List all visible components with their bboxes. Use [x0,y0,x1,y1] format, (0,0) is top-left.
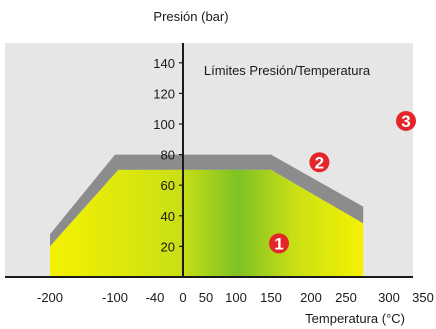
y-tick-label: 80 [161,148,175,163]
y-tick-label: 100 [153,117,175,132]
y-tick-label: 120 [153,86,175,101]
x-tick-label: 50 [199,290,213,305]
x-tick-label: 200 [300,290,322,305]
x-tick-label: 250 [335,290,357,305]
y-axis-label: Presión (bar) [153,9,228,24]
zone-marker-3 [396,110,416,131]
y-tick-label: 20 [161,239,175,254]
x-tick-label: 300 [378,290,400,305]
zone-marker-label: 3 [401,112,410,131]
axes: -200 -100 -40 0 50 100 150 200 250 300 350 20 40 60 80… [5,43,434,305]
zone-marker-2 [309,152,330,173]
zone-marker-label: 2 [315,153,324,172]
x-tick-label: -40 [146,290,165,305]
y-tick-label: 40 [161,209,175,224]
x-tick-label: 350 [412,290,434,305]
chart-title: Límites Presión/Temperatura [204,63,371,78]
labels: Presión (bar) Límites Presión/Temperatur… [153,9,405,326]
zone-marker-label: 1 [274,234,283,253]
zone-marker-1 [269,233,289,254]
x-tick-label: 0 [179,290,186,305]
y-tick-label: 140 [153,56,175,71]
plot-area: 1 2 3 [5,43,416,277]
x-tick-label: 150 [260,290,282,305]
x-axis-label: Temperatura (°C) [305,311,405,326]
y-tick-label: 60 [161,178,175,193]
x-tick-label: -100 [102,290,128,305]
x-tick-label: -200 [37,290,63,305]
zone-2-area [50,154,364,247]
x-tick-label: 100 [225,290,247,305]
